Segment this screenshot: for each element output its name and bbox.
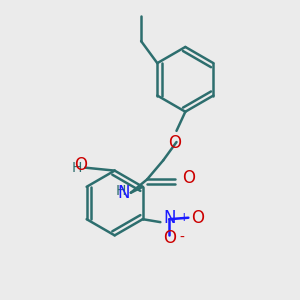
Text: N: N [118,184,130,202]
Text: O: O [169,134,182,152]
Text: N: N [163,209,175,227]
Text: O: O [182,169,195,187]
Text: O: O [191,209,204,227]
Text: O: O [74,156,87,174]
Text: O: O [163,229,176,247]
Text: -: - [179,231,184,245]
Text: H: H [72,161,82,175]
Text: H: H [115,184,126,198]
Text: +: + [178,211,189,224]
